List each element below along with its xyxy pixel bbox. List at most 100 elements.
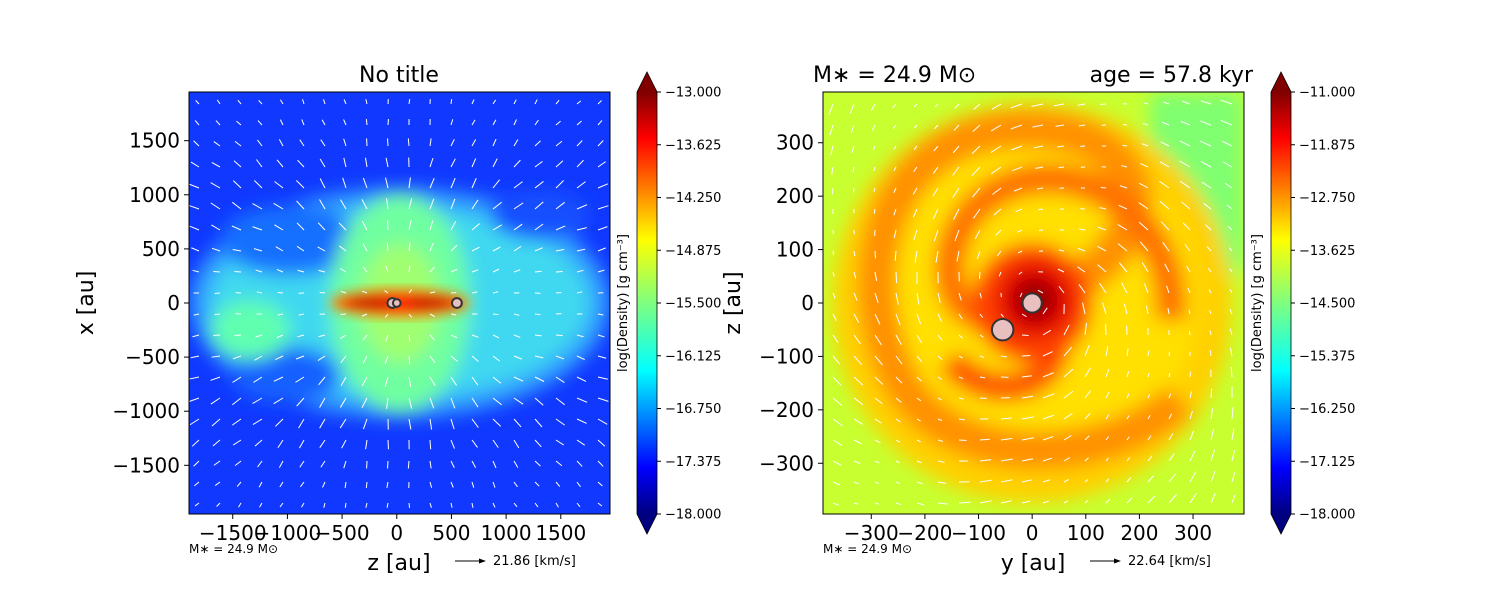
colorbar-tick-label: −13.625 <box>1299 244 1355 259</box>
velocity-arrow <box>1057 145 1065 148</box>
velocity-arrow <box>1189 492 1197 504</box>
velocity-arrow <box>555 376 565 383</box>
velocity-arrow <box>385 177 389 189</box>
velocity-arrow <box>1117 224 1128 231</box>
velocity-arrow <box>853 313 860 323</box>
velocity-arrow <box>189 418 200 426</box>
velocity-arrow <box>1168 493 1178 504</box>
velocity-arrow <box>1016 229 1023 233</box>
velocity-arrow <box>874 460 880 464</box>
velocity-arrow <box>953 208 960 220</box>
y-ticks-right: −300 −200 −100 0 100 200 300 <box>759 131 823 475</box>
velocity-arrow <box>232 249 242 252</box>
velocity-arrow <box>576 269 584 273</box>
velocity-arrow <box>576 100 582 105</box>
velocity-arrow <box>895 418 901 423</box>
velocity-arrow <box>1058 249 1065 252</box>
velocity-arrow <box>319 178 326 189</box>
velocity-arrow <box>979 500 992 504</box>
velocity-arrow <box>913 229 918 241</box>
velocity-arrow <box>832 334 839 343</box>
velocity-arrow <box>870 103 876 111</box>
velocity-arrow <box>1105 436 1110 441</box>
x-tick-label: −200 <box>897 521 952 545</box>
velocity-arrow <box>895 334 902 346</box>
velocity-arrow <box>597 502 603 507</box>
velocity-arrow <box>1122 144 1128 147</box>
colorbar-tick-label: −13.000 <box>665 86 721 101</box>
velocity-arrow <box>211 224 221 231</box>
velocity-arrow <box>1084 390 1092 399</box>
velocity-arrow <box>1142 122 1149 126</box>
velocity-arrow <box>1042 479 1051 483</box>
velocity-arrow <box>1203 202 1212 210</box>
x-axis-label-right: y [au] <box>1001 551 1066 576</box>
velocity-arrow <box>937 460 945 463</box>
velocity-arrow <box>996 250 1002 257</box>
velocity-arrow <box>323 99 326 105</box>
velocity-arrow <box>273 202 284 210</box>
velocity-arrow <box>1099 207 1107 210</box>
velocity-arrow <box>492 460 497 469</box>
velocity-arrow <box>1063 478 1069 483</box>
velocity-arrow <box>1077 266 1086 273</box>
velocity-arrow <box>386 502 389 508</box>
velocity-arrow <box>1231 494 1236 504</box>
velocity-arrow <box>1141 262 1149 273</box>
velocity-arrow <box>555 397 565 406</box>
velocity-arrow <box>832 355 841 365</box>
velocity-arrow <box>1105 414 1110 420</box>
velocity-arrow <box>853 418 863 425</box>
velocity-arrow <box>1210 493 1216 504</box>
velocity-arrow <box>408 397 413 409</box>
velocity-arrow <box>1032 124 1044 128</box>
velocity-arrow <box>534 397 544 406</box>
velocity-arrow <box>361 313 368 317</box>
velocity-arrow <box>193 140 200 147</box>
velocity-arrow <box>471 246 480 252</box>
velocity-arrow <box>972 187 981 198</box>
velocity-arrow <box>937 481 947 484</box>
velocity-arrow <box>257 120 263 126</box>
velocity-arrow <box>1021 500 1031 504</box>
velocity-arrow <box>1141 143 1149 147</box>
velocity-arrow <box>252 418 263 425</box>
velocity-arrow <box>450 158 456 168</box>
velocity-arrow <box>1000 479 1013 483</box>
velocity-arrow <box>597 313 604 316</box>
velocity-arrow <box>1121 165 1128 168</box>
colorbar-tick-label: −11.875 <box>1299 138 1355 153</box>
velocity-arrow <box>1079 228 1086 231</box>
velocity-arrow <box>1189 430 1195 441</box>
sink-particle <box>1021 292 1043 314</box>
velocity-arrow <box>301 119 305 126</box>
velocity-arrow <box>912 208 918 218</box>
velocity-arrow <box>1080 145 1086 148</box>
velocity-arrow <box>895 313 901 326</box>
velocity-arrow <box>576 376 587 382</box>
velocity-arrow <box>273 397 284 405</box>
velocity-arrow <box>362 243 368 252</box>
velocity-arrow <box>597 439 606 447</box>
velocity-arrow <box>471 199 479 210</box>
velocity-arrow <box>555 249 565 252</box>
velocity-arrow <box>597 205 609 210</box>
velocity-arrow <box>1105 457 1109 462</box>
velocity-arrow <box>317 355 326 362</box>
velocity-arrow <box>1189 391 1192 399</box>
velocity-arrow <box>513 481 518 488</box>
velocity-arrow <box>513 418 522 428</box>
velocity-arrow <box>973 208 981 219</box>
velocity-arrow <box>277 439 284 449</box>
velocity-arrow <box>471 376 479 386</box>
velocity-arrow <box>1159 200 1170 210</box>
velocity-arrow <box>1210 428 1215 441</box>
velocity-arrow <box>991 103 1002 110</box>
y-axis-label-left: x [au] <box>74 271 99 336</box>
velocity-arrow <box>852 166 855 173</box>
velocity-arrow <box>408 177 411 189</box>
velocity-arrow <box>492 397 502 406</box>
velocity-arrow <box>513 376 524 382</box>
velocity-arrow <box>429 243 434 252</box>
y-ticks-left: −1500 −1000 −500 0 500 1000 1500 <box>112 129 189 477</box>
